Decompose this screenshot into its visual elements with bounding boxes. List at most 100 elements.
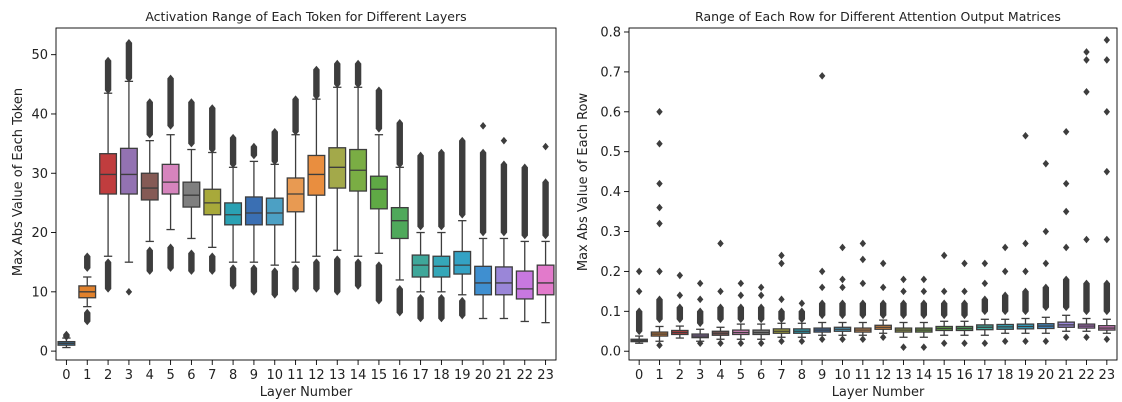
outlier-point	[104, 56, 112, 65]
x-tick-label: 18	[997, 368, 1014, 383]
box-iqr	[453, 250, 472, 275]
flier-band-upper	[500, 164, 508, 233]
outlier-point	[84, 317, 91, 326]
outlier-point	[313, 258, 320, 266]
outlier-point	[656, 179, 663, 188]
outlier-point	[676, 291, 684, 300]
x-tick-label: 17	[977, 368, 994, 383]
box-iqr	[369, 175, 388, 210]
flier-band-lower	[84, 312, 91, 322]
outlier-point	[1083, 48, 1090, 56]
flier-band-lower	[292, 268, 299, 289]
outlier-point	[396, 308, 403, 317]
outlier-point	[146, 267, 153, 275]
outlier-point	[542, 231, 549, 240]
outlier-point	[961, 259, 968, 268]
box-layer-5	[732, 279, 750, 348]
outlier-point	[354, 59, 362, 68]
flier-band-upper	[696, 311, 704, 324]
outlier-point	[313, 92, 320, 100]
box-layer-1	[78, 252, 97, 326]
x-tick-label: 13	[329, 368, 346, 383]
x-tick-label: 23	[1099, 368, 1116, 383]
outlier-point	[778, 307, 785, 316]
box-layer-22	[515, 163, 534, 323]
outlier-point	[961, 311, 968, 320]
outlier-point	[981, 279, 989, 288]
box-layer-1	[650, 107, 669, 350]
flier-band-lower	[396, 288, 403, 313]
outlier-point	[1083, 235, 1090, 244]
box-layer-11	[286, 95, 305, 293]
box-layer-9	[244, 142, 263, 296]
box-layer-7	[772, 251, 791, 346]
x-tick-label: 11	[287, 368, 304, 383]
outlier-point	[167, 122, 174, 130]
flier-band-upper	[104, 60, 112, 91]
box-layer-11	[854, 239, 872, 344]
box-layer-8	[224, 133, 243, 290]
outlier-point	[104, 86, 112, 95]
box-layer-19	[453, 136, 472, 320]
x-tick-label: 22	[516, 368, 533, 383]
x-axis-label: Layer Number	[260, 385, 353, 400]
outlier-point	[900, 311, 907, 320]
outlier-point	[459, 210, 466, 219]
x-tick-label: 8	[798, 368, 806, 383]
box-layer-12	[874, 259, 892, 342]
box-layer-21	[494, 136, 513, 320]
outlier-point	[271, 157, 278, 166]
flier-band-upper	[1062, 279, 1070, 308]
x-tick-label: 18	[433, 368, 450, 383]
box-layer-14	[915, 275, 933, 352]
outlier-point	[635, 287, 643, 296]
outlier-point	[271, 267, 278, 275]
outlier-point	[717, 287, 724, 296]
flier-band-lower	[209, 256, 216, 272]
flier-band-lower	[438, 297, 445, 319]
flier-band-upper	[635, 311, 643, 332]
outlier-point	[1001, 267, 1009, 276]
outlier-point	[479, 122, 487, 130]
outlier-point	[396, 160, 403, 169]
flier-band-upper	[778, 311, 785, 320]
outlier-point	[125, 74, 133, 83]
outlier-point	[1042, 337, 1050, 346]
box-layer-8	[793, 299, 811, 346]
outlier-point	[1103, 279, 1111, 288]
flier-band-upper	[656, 299, 663, 320]
outlier-point	[717, 303, 724, 312]
outlier-point	[737, 339, 745, 348]
outlier-point	[656, 341, 663, 350]
y-axis-label: Max Abs Value of Each Row	[576, 92, 591, 271]
outlier-point	[1083, 56, 1090, 64]
box-layer-23	[1098, 36, 1116, 344]
outlier-point	[438, 314, 445, 323]
outlier-point	[417, 222, 424, 231]
outlier-point	[396, 285, 403, 293]
outlier-point	[146, 98, 153, 106]
outlier-point	[209, 104, 216, 112]
outlier-point	[1083, 88, 1090, 96]
outlier-point	[521, 231, 528, 240]
flier-band-upper	[146, 102, 153, 135]
box-iqr	[286, 177, 305, 213]
outlier-point	[292, 127, 299, 136]
outlier-point	[417, 151, 424, 160]
outlier-point	[354, 258, 362, 266]
flier-band-upper	[1022, 291, 1029, 312]
flier-band-upper	[125, 42, 133, 79]
outlier-point	[334, 59, 341, 68]
box-layer-7	[203, 104, 222, 275]
outlier-point	[1103, 235, 1111, 244]
outlier-point	[1062, 179, 1070, 188]
outlier-point	[438, 222, 445, 231]
outlier-point	[900, 343, 907, 352]
box-iqr	[474, 265, 493, 296]
box-layer-5	[161, 74, 180, 272]
flier-band-upper	[84, 256, 91, 269]
flier-band-upper	[737, 307, 745, 320]
outlier-point	[167, 74, 174, 83]
outlier-point	[879, 333, 887, 342]
outlier-point	[209, 267, 216, 275]
